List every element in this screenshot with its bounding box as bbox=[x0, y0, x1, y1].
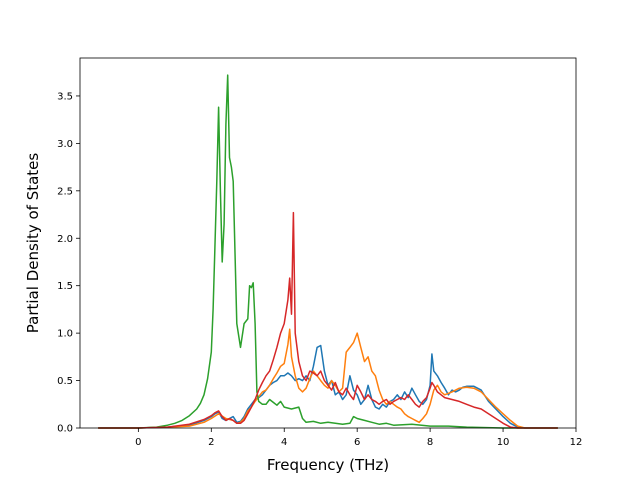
x-tick-label: 10 bbox=[497, 437, 510, 448]
series-line-4 bbox=[98, 211, 558, 429]
y-axis-label: Partial Density of States bbox=[24, 153, 42, 334]
y-tick-label: 2.5 bbox=[57, 186, 73, 197]
plot-lines bbox=[98, 74, 558, 429]
x-axis-label: Frequency (THz) bbox=[267, 456, 389, 474]
y-tick-label: 1.5 bbox=[57, 281, 73, 292]
x-tick-label: 12 bbox=[570, 437, 583, 448]
y-tick-label: 1.0 bbox=[57, 329, 73, 340]
y-tick-label: 0.5 bbox=[57, 376, 73, 387]
y-tick-label: 0.0 bbox=[57, 424, 73, 435]
x-tick-label: 2 bbox=[208, 437, 214, 448]
y-tick-label: 3.5 bbox=[57, 91, 73, 102]
x-axis-ticks: 0 2 4 6 8 10 12 bbox=[135, 428, 582, 448]
y-tick-label: 2.0 bbox=[57, 234, 73, 245]
x-tick-label: 6 bbox=[354, 437, 360, 448]
x-tick-label: 4 bbox=[281, 437, 287, 448]
series-line-3 bbox=[98, 74, 558, 429]
x-tick-label: 8 bbox=[427, 437, 433, 448]
plot-area-frame bbox=[79, 57, 577, 429]
x-tick-label: 0 bbox=[135, 437, 141, 448]
y-axis-ticks: 0.0 0.5 1.0 1.5 2.0 2.5 3.0 3.5 bbox=[57, 91, 80, 435]
y-tick-label: 3.0 bbox=[57, 139, 73, 150]
